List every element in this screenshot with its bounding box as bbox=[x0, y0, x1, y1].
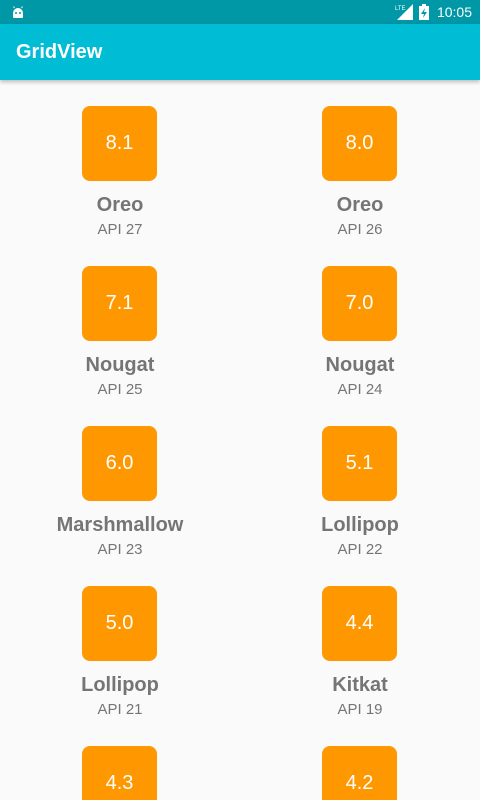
version-name: Kitkat bbox=[332, 674, 388, 696]
api-level: API 27 bbox=[97, 221, 143, 238]
app-title: GridView bbox=[16, 41, 103, 63]
version-name: Oreo bbox=[336, 194, 384, 216]
api-level: API 23 bbox=[97, 541, 143, 558]
version-tile: 8.1 bbox=[82, 106, 157, 181]
version-tile: 4.4 bbox=[322, 586, 397, 661]
grid-item[interactable]: 6.0 Marshmallow API 23 bbox=[0, 400, 240, 560]
version-tile: 5.0 bbox=[82, 586, 157, 661]
grid-item[interactable]: 8.1 Oreo API 27 bbox=[0, 80, 240, 240]
grid-item[interactable]: 7.0 Nougat API 24 bbox=[240, 240, 480, 400]
version-tile: 4.3 bbox=[82, 746, 157, 800]
lte-label: LTE bbox=[395, 6, 406, 12]
version-tile: 5.1 bbox=[322, 426, 397, 501]
api-level: API 21 bbox=[97, 701, 143, 718]
app-bar: GridView bbox=[0, 24, 480, 80]
status-time: 10:05 bbox=[436, 4, 472, 20]
api-level: API 26 bbox=[337, 221, 383, 238]
grid-item[interactable]: 4.4 Kitkat API 19 bbox=[240, 560, 480, 720]
version-tile: 7.1 bbox=[82, 266, 157, 341]
grid-item[interactable]: 5.1 Lollipop API 22 bbox=[240, 400, 480, 560]
grid-item[interactable]: 8.0 Oreo API 26 bbox=[240, 80, 480, 240]
api-level: API 24 bbox=[337, 381, 383, 398]
version-name: Nougat bbox=[325, 354, 395, 376]
android-icon bbox=[13, 6, 23, 18]
version-tile: 4.2 bbox=[322, 746, 397, 800]
version-name: Oreo bbox=[96, 194, 144, 216]
api-level: API 25 bbox=[97, 381, 143, 398]
battery-charging-icon bbox=[418, 4, 429, 20]
android-version-grid: 8.1 Oreo API 27 8.0 Oreo API 26 7.1 Noug… bbox=[0, 80, 480, 800]
version-name: Marshmallow bbox=[56, 514, 184, 536]
grid-item[interactable]: 5.0 Lollipop API 21 bbox=[0, 560, 240, 720]
grid-item[interactable]: 7.1 Nougat API 25 bbox=[0, 240, 240, 400]
version-tile: 7.0 bbox=[322, 266, 397, 341]
version-name: Nougat bbox=[85, 354, 155, 376]
lte-signal-icon: LTE bbox=[395, 4, 413, 20]
status-bar: LTE 10:05 bbox=[0, 0, 480, 24]
grid-item[interactable]: 4.3 bbox=[0, 720, 240, 800]
version-tile: 8.0 bbox=[322, 106, 397, 181]
version-tile: 6.0 bbox=[82, 426, 157, 501]
api-level: API 19 bbox=[337, 701, 383, 718]
version-name: Lollipop bbox=[81, 674, 159, 696]
grid-item[interactable]: 4.2 bbox=[240, 720, 480, 800]
api-level: API 22 bbox=[337, 541, 383, 558]
version-name: Lollipop bbox=[321, 514, 399, 536]
